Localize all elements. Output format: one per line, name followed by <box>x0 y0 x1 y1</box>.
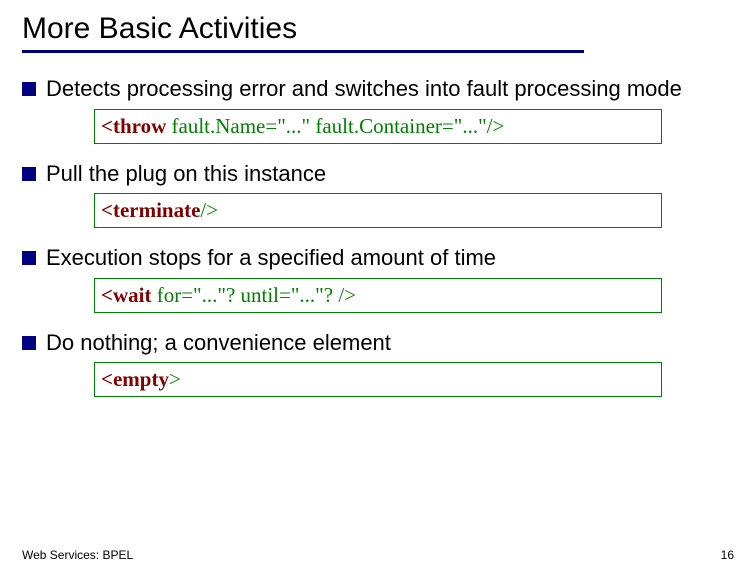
bullet-square-icon <box>22 82 36 96</box>
code-keyword: <throw <box>101 114 166 138</box>
bullet-square-icon <box>22 251 36 265</box>
code-keyword: <empty <box>101 367 169 391</box>
code-attrs: > <box>169 367 181 391</box>
bullet-item: Execution stops for a specified amount o… <box>22 244 734 272</box>
code-keyword: <wait <box>101 283 151 307</box>
code-box: <throw fault.Name="..." fault.Container=… <box>94 109 662 144</box>
code-box: <terminate/> <box>94 193 662 228</box>
footer-text: Web Services: BPEL <box>22 548 133 562</box>
bullet-text: Detects processing error and switches in… <box>46 75 682 103</box>
bullet-text: Pull the plug on this instance <box>46 160 326 188</box>
code-attrs: fault.Name="..." fault.Container="..."/> <box>166 114 504 138</box>
code-keyword: <terminate <box>101 198 200 222</box>
bullet-square-icon <box>22 167 36 181</box>
code-attrs: for="..."? until="..."? /> <box>151 283 356 307</box>
bullet-item: Detects processing error and switches in… <box>22 75 734 103</box>
bullet-item: Pull the plug on this instance <box>22 160 734 188</box>
slide-title: More Basic Activities <box>22 12 734 50</box>
bullet-item: Do nothing; a convenience element <box>22 329 734 357</box>
page-number: 16 <box>721 548 734 562</box>
title-underline <box>22 50 584 53</box>
code-box: <wait for="..."? until="..."? /> <box>94 278 662 313</box>
bullet-square-icon <box>22 336 36 350</box>
bullet-text: Execution stops for a specified amount o… <box>46 244 496 272</box>
bullet-text: Do nothing; a convenience element <box>46 329 391 357</box>
code-box: <empty> <box>94 362 662 397</box>
slide-container: More Basic Activities Detects processing… <box>0 0 756 576</box>
code-attrs: /> <box>200 198 218 222</box>
